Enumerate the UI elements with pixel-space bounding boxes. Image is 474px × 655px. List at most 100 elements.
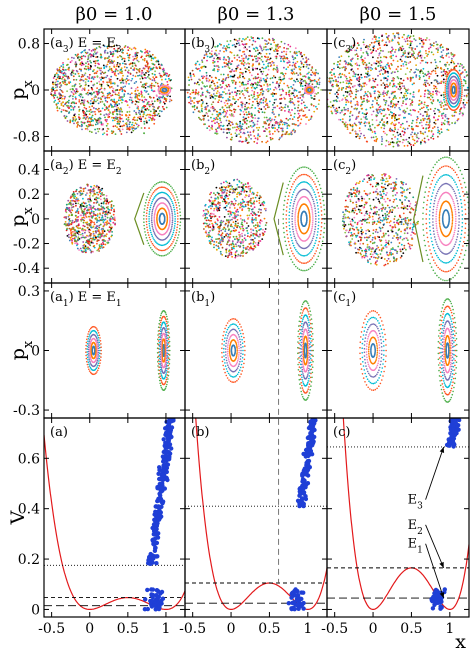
- chaos-point: [252, 130, 255, 133]
- chaos-point: [380, 126, 383, 129]
- chaos-point: [343, 106, 346, 109]
- chaos-point: [338, 67, 341, 70]
- chaos-point: [169, 95, 172, 98]
- chaos-point: [363, 113, 366, 115]
- chaos-point: [438, 111, 441, 113]
- chaos-point: [267, 42, 270, 44]
- chaos-point: [125, 82, 128, 85]
- chaos-point: [239, 131, 242, 134]
- chaos-point: [431, 96, 434, 99]
- chaos-point: [368, 78, 371, 81]
- chaos-point: [82, 55, 85, 57]
- chaos-point: [134, 52, 137, 55]
- chaos-point: [302, 96, 305, 99]
- chaos-point: [121, 114, 123, 116]
- chaos-point: [188, 84, 190, 86]
- chaos-point: [427, 124, 430, 126]
- chaos-point: [281, 51, 283, 54]
- chaos-point: [283, 82, 285, 85]
- chaos-point: [159, 102, 161, 104]
- chaos-point: [152, 96, 155, 99]
- chaos-point: [275, 122, 277, 125]
- chaos-point: [453, 114, 456, 117]
- chaos-point: [201, 107, 203, 110]
- chaos-point: [365, 68, 367, 70]
- chaos-point: [362, 100, 364, 103]
- chaos-point: [126, 111, 129, 113]
- chaos-point: [83, 67, 86, 70]
- chaos-point: [238, 129, 241, 132]
- chaos-point: [90, 50, 93, 52]
- chaos-point: [254, 117, 257, 119]
- chaos-point: [350, 46, 353, 48]
- chaos-point: [62, 74, 65, 76]
- chaos-point: [364, 136, 366, 139]
- chaos-point: [394, 128, 397, 131]
- chaos-point: [386, 44, 388, 47]
- chaos-point: [360, 96, 362, 98]
- chaos-point: [96, 123, 99, 125]
- orbit-point: [458, 97, 461, 100]
- chaos-point: [90, 77, 93, 79]
- chaos-point: [429, 108, 432, 110]
- chaos-point: [358, 64, 361, 67]
- chaos-point: [388, 96, 391, 99]
- chaos-point: [211, 120, 213, 123]
- chaos-point: [411, 83, 414, 86]
- chaos-point: [84, 112, 87, 115]
- chaos-point: [261, 140, 263, 143]
- chaos-point: [248, 95, 250, 97]
- chaos-point: [93, 91, 95, 94]
- chaos-point: [436, 51, 439, 54]
- chaos-point: [389, 82, 391, 84]
- chaos-point: [70, 211, 72, 214]
- chaos-point: [271, 111, 274, 114]
- chaos-point: [298, 109, 301, 112]
- chaos-point: [354, 104, 357, 106]
- chaos-point: [85, 68, 88, 71]
- chaos-point: [147, 54, 150, 57]
- chaos-point: [113, 45, 115, 47]
- chaos-point: [126, 75, 129, 77]
- chaos-point: [398, 37, 401, 40]
- chaos-point: [112, 50, 115, 53]
- chaos-point: [112, 205, 115, 207]
- chaos-point: [458, 113, 461, 115]
- chaos-point: [404, 60, 406, 63]
- chaos-point: [56, 106, 59, 108]
- chaos-point: [218, 43, 221, 45]
- chaos-point: [432, 90, 434, 93]
- chaos-point: [105, 124, 108, 127]
- chaos-point: [91, 105, 94, 108]
- chaos-point: [119, 99, 122, 102]
- chaos-point: [264, 43, 267, 45]
- chaos-point: [293, 51, 296, 53]
- chaos-point: [354, 84, 356, 87]
- chaos-point: [410, 127, 413, 130]
- chaos-point: [370, 86, 373, 89]
- chaos-point: [270, 138, 272, 141]
- chaos-point: [386, 83, 388, 86]
- chaos-point: [256, 142, 258, 145]
- chaos-point: [83, 110, 85, 113]
- chaos-point: [105, 202, 108, 205]
- chaos-point: [256, 83, 259, 86]
- chaos-point: [281, 134, 283, 137]
- chaos-point: [137, 98, 140, 101]
- chaos-point: [347, 51, 350, 53]
- chaos-point: [62, 105, 65, 107]
- chaos-point: [238, 44, 241, 46]
- chaos-point: [216, 115, 219, 118]
- chaos-point: [422, 119, 425, 122]
- chaos-point: [252, 125, 255, 128]
- chaos-point: [406, 92, 409, 95]
- chaos-point: [428, 121, 431, 124]
- chaos-point: [145, 54, 148, 57]
- chaos-point: [289, 118, 291, 120]
- chaos-point: [212, 69, 215, 71]
- chaos-point: [140, 111, 143, 113]
- chaos-point: [95, 132, 97, 135]
- chaos-point: [82, 63, 85, 66]
- chaos-point: [264, 108, 267, 110]
- chaos-point: [119, 125, 122, 128]
